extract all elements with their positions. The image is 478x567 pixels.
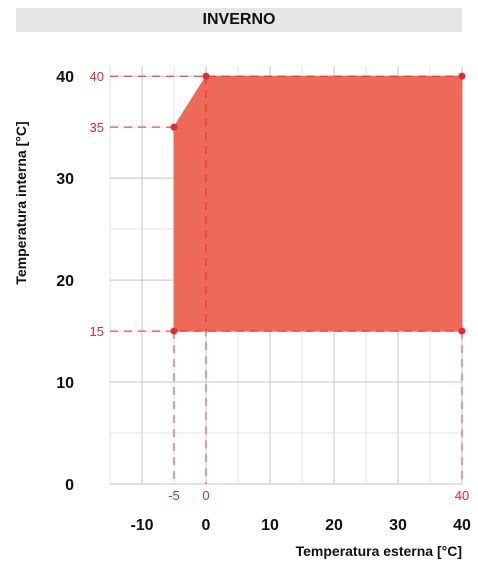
y-tick-label: 20 xyxy=(56,273,74,290)
data-point xyxy=(170,123,178,131)
y-marker-label: 35 xyxy=(90,120,104,135)
data-point xyxy=(170,327,178,335)
x-marker-label: -5 xyxy=(168,488,180,503)
data-point xyxy=(458,72,466,80)
x-tick-label: 10 xyxy=(261,517,279,534)
operating-region xyxy=(173,75,463,332)
x-tick-label: 0 xyxy=(202,517,211,534)
chart-title: INVERNO xyxy=(202,11,276,28)
x-marker-label: 0 xyxy=(202,488,209,503)
x-marker-label: 40 xyxy=(455,488,469,503)
x-tick-label: 30 xyxy=(389,517,407,534)
y-marker-label: 15 xyxy=(90,324,104,339)
y-marker-label: 40 xyxy=(90,69,104,84)
data-point xyxy=(202,72,210,80)
data-point xyxy=(458,327,466,335)
y-tick-label: 30 xyxy=(56,171,74,188)
y-tick-label: 0 xyxy=(65,477,74,494)
x-axis-label: Temperatura esterna [°C] xyxy=(296,543,462,559)
x-tick-label: -10 xyxy=(130,517,153,534)
x-tick-label: 40 xyxy=(453,517,471,534)
x-tick-label: 20 xyxy=(325,517,343,534)
y-axis-label: Temperatura interna [°C] xyxy=(13,121,29,284)
y-tick-label: 40 xyxy=(56,69,74,86)
y-tick-label: 10 xyxy=(56,375,74,392)
chart-title-bar: INVERNO xyxy=(16,8,462,32)
